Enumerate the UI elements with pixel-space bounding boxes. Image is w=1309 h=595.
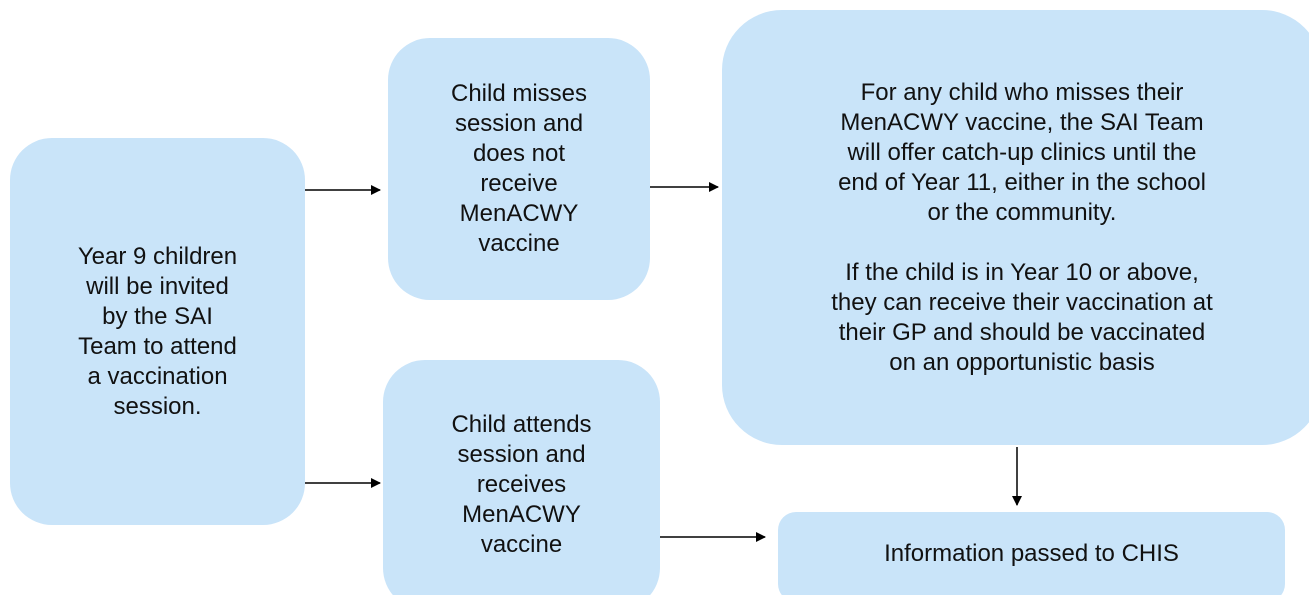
box-text: session and: [457, 441, 586, 468]
box-text: will be invited: [86, 272, 229, 300]
start-box: Year 9 children will be invited by the SAI…: [10, 138, 305, 525]
box-text: receive: [480, 170, 558, 197]
missed-box: Child misses session and does not receive Me…: [388, 38, 650, 300]
box-text: vaccine: [478, 230, 560, 257]
catch-up-box: For any child who misses their MenACWY va…: [722, 10, 1309, 445]
box-text: their GP and should be vaccinated: [838, 318, 1206, 346]
box-text: Year 9 children: [77, 242, 238, 270]
box-text: Information passed to CHIS: [884, 540, 1179, 567]
chis-box: Information passed to CHIS: [778, 512, 1285, 595]
box-text: Child misses: [450, 80, 588, 107]
box-text: a vaccination: [87, 362, 228, 390]
box-text: vaccine: [480, 531, 563, 558]
box-text: end of Year 11, either in the school: [838, 168, 1206, 196]
box-text: session and: [454, 110, 584, 137]
paragraph: If the child is in Year 10 or above, they…: [831, 258, 1213, 378]
box-text: will offer catch-up clinics until the: [847, 138, 1197, 166]
box-text: Team to attend: [78, 332, 237, 360]
box-text: does not: [472, 140, 566, 167]
box-text: For any child who misses their: [860, 78, 1184, 106]
box-text: MenACWY: [459, 200, 579, 227]
paragraph: For any child who misses their MenACWY va…: [838, 78, 1206, 228]
box-text: Child attends: [451, 411, 592, 438]
box-text: or the community.: [927, 198, 1117, 226]
box-text: session.: [113, 392, 202, 420]
box-text: by the SAI: [102, 302, 213, 330]
box-text: If the child is in Year 10 or above,: [845, 258, 1199, 286]
box-text: receives: [476, 471, 567, 498]
attended-box: Child attends session and receives MenACWY v…: [383, 360, 660, 595]
box-text: MenACWY vaccine, the SAI Team: [840, 108, 1204, 136]
box-text: MenACWY: [462, 501, 581, 528]
box-text: they can receive their vaccination at: [831, 288, 1213, 316]
box-text: on an opportunistic basis: [889, 348, 1155, 376]
